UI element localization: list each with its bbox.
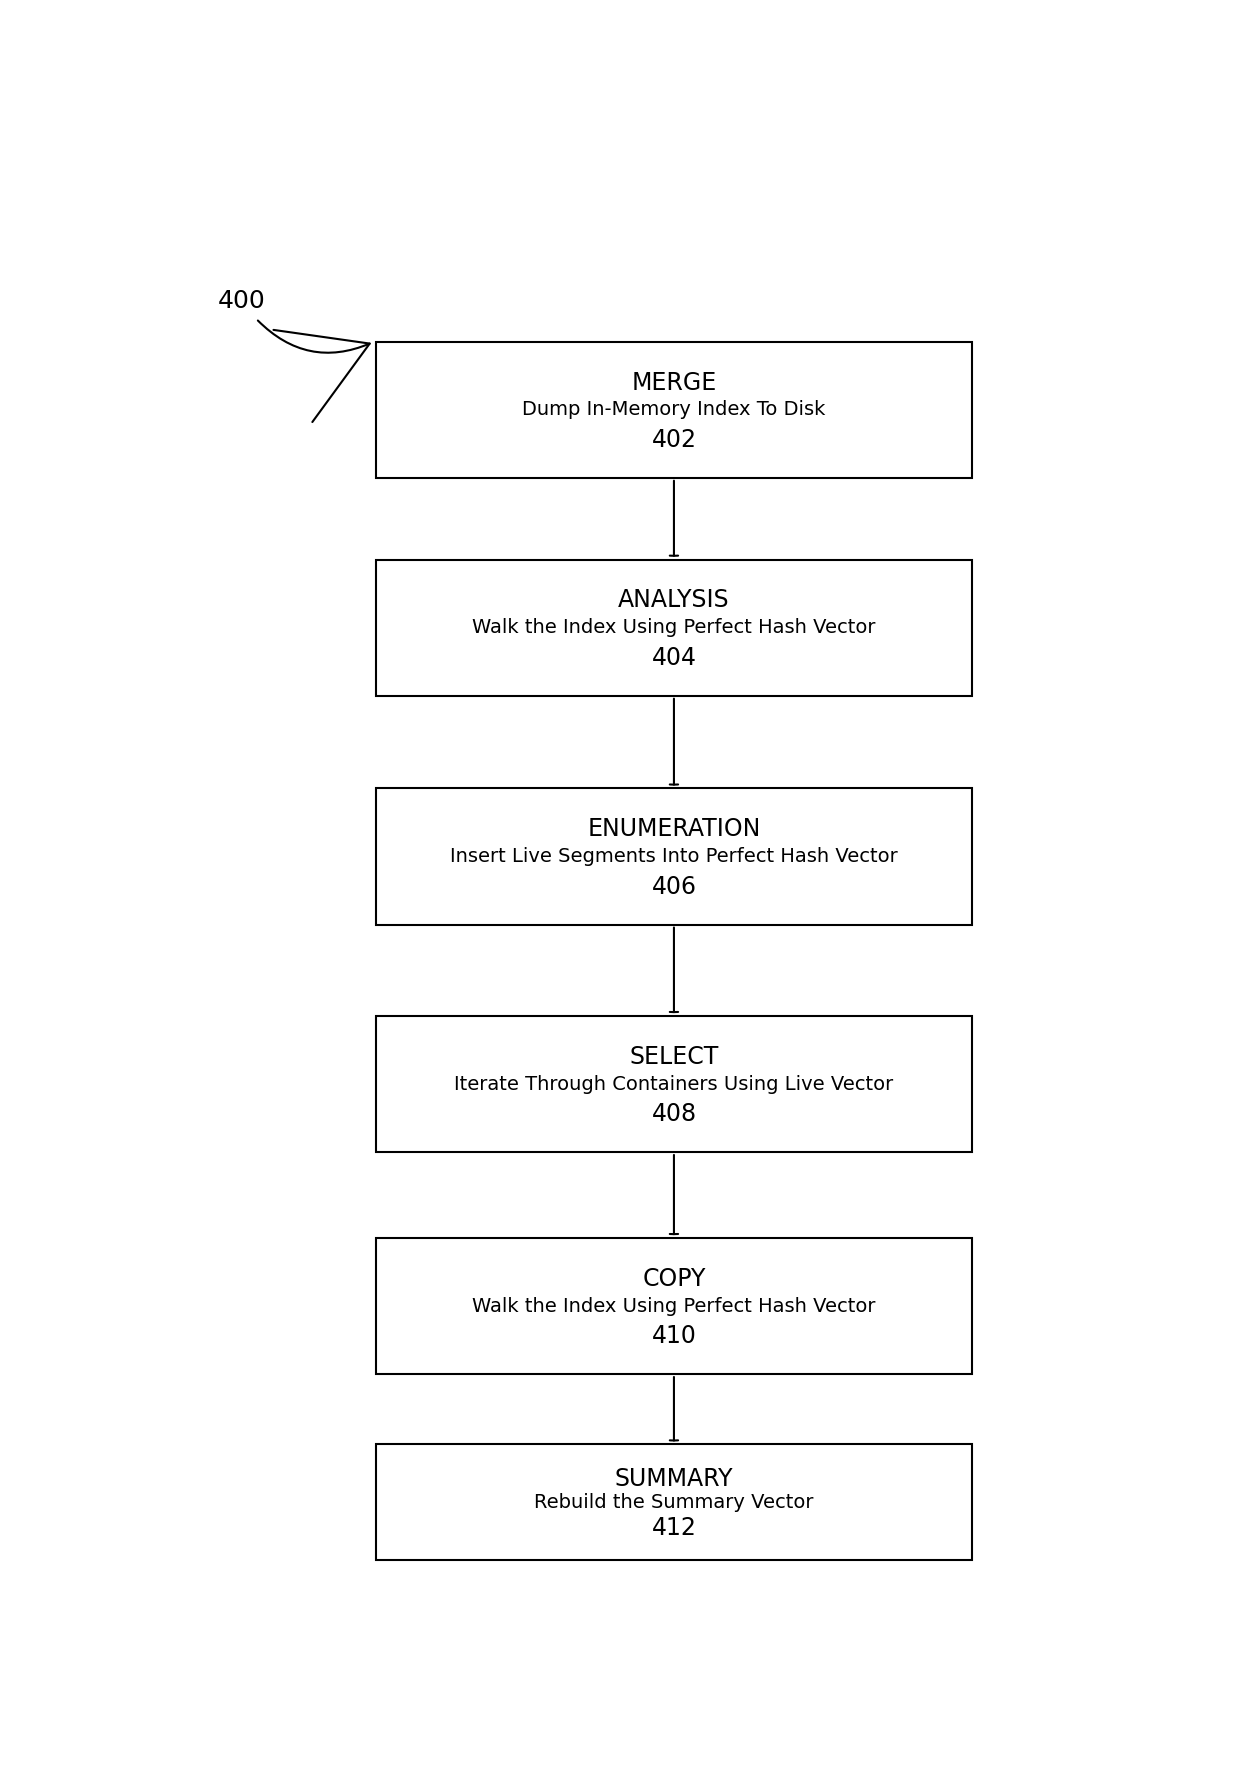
Text: Walk the Index Using Perfect Hash Vector: Walk the Index Using Perfect Hash Vector xyxy=(472,617,875,637)
Text: 400: 400 xyxy=(217,288,265,313)
FancyBboxPatch shape xyxy=(376,1015,972,1152)
FancyBboxPatch shape xyxy=(376,1238,972,1375)
Text: SELECT: SELECT xyxy=(629,1045,719,1068)
Text: MERGE: MERGE xyxy=(631,370,717,394)
Text: 408: 408 xyxy=(651,1102,697,1127)
Text: 412: 412 xyxy=(651,1516,697,1539)
FancyBboxPatch shape xyxy=(376,789,972,925)
Text: 410: 410 xyxy=(651,1323,697,1348)
Text: COPY: COPY xyxy=(642,1267,706,1291)
Text: ANALYSIS: ANALYSIS xyxy=(618,589,730,612)
Text: ENUMERATION: ENUMERATION xyxy=(588,817,760,842)
Text: Insert Live Segments Into Perfect Hash Vector: Insert Live Segments Into Perfect Hash V… xyxy=(450,847,898,867)
Text: 406: 406 xyxy=(651,874,697,899)
FancyBboxPatch shape xyxy=(376,1444,972,1560)
FancyArrowPatch shape xyxy=(258,320,370,423)
Text: SUMMARY: SUMMARY xyxy=(615,1467,733,1491)
FancyBboxPatch shape xyxy=(376,341,972,478)
FancyBboxPatch shape xyxy=(376,559,972,695)
Text: Rebuild the Summary Vector: Rebuild the Summary Vector xyxy=(534,1493,813,1512)
Text: Dump In-Memory Index To Disk: Dump In-Memory Index To Disk xyxy=(522,400,826,419)
Text: Walk the Index Using Perfect Hash Vector: Walk the Index Using Perfect Hash Vector xyxy=(472,1297,875,1316)
Text: 404: 404 xyxy=(651,646,697,670)
Text: 402: 402 xyxy=(651,428,697,451)
Text: Iterate Through Containers Using Live Vector: Iterate Through Containers Using Live Ve… xyxy=(454,1074,894,1093)
